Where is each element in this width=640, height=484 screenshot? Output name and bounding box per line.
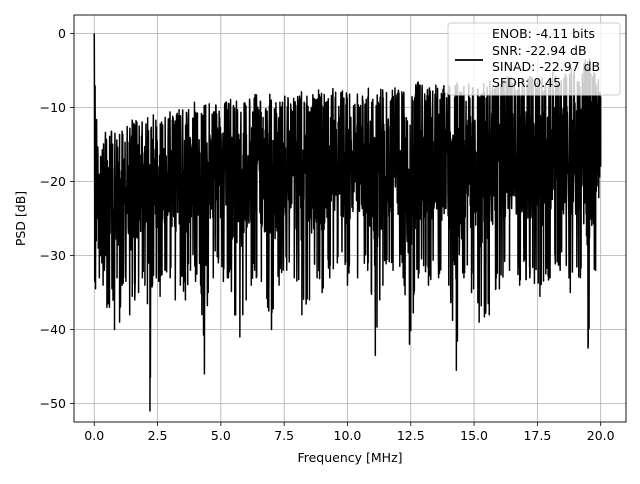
y-tick-label: −50 (40, 396, 66, 411)
legend-entry-enob: ENOB: -4.11 bits (492, 26, 595, 41)
data-series (93, 33, 602, 412)
y-tick-label: −30 (40, 248, 66, 263)
x-axis: 0.0 2.5 5.0 7.5 10.0 12.5 15.0 17.5 20.0 (84, 422, 615, 443)
legend-frame (447, 22, 621, 96)
y-tick-label: −40 (40, 322, 66, 337)
legend: ENOB: -4.11 bits SNR: -22.94 dB SINAD: -… (447, 22, 621, 96)
x-tick-label: 7.5 (274, 428, 294, 443)
x-tick-label: 20.0 (587, 428, 615, 443)
psd-series-line (93, 33, 602, 412)
y-tick-label: −10 (40, 100, 66, 115)
x-tick-label: 10.0 (334, 428, 362, 443)
x-tick-label: 0.0 (84, 428, 104, 443)
legend-entry-sfdr: SFDR: 0.45 (492, 75, 561, 90)
y-tick-label: 0 (58, 26, 66, 41)
x-tick-label: 5.0 (211, 428, 231, 443)
legend-entry-snr: SNR: -22.94 dB (492, 43, 587, 58)
x-tick-label: 12.5 (397, 428, 425, 443)
x-tick-label: 17.5 (523, 428, 551, 443)
y-axis: 0 −10 −20 −30 −40 −50 (40, 26, 74, 411)
x-tick-label: 2.5 (148, 428, 168, 443)
x-tick-label: 15.0 (460, 428, 488, 443)
y-axis-label: PSD [dB] (13, 191, 28, 246)
x-axis-label: Frequency [MHz] (297, 450, 402, 465)
axes-frame (73, 14, 627, 423)
legend-entry-sinad: SINAD: -22.97 dB (492, 59, 600, 74)
y-tick-label: −20 (40, 174, 66, 189)
